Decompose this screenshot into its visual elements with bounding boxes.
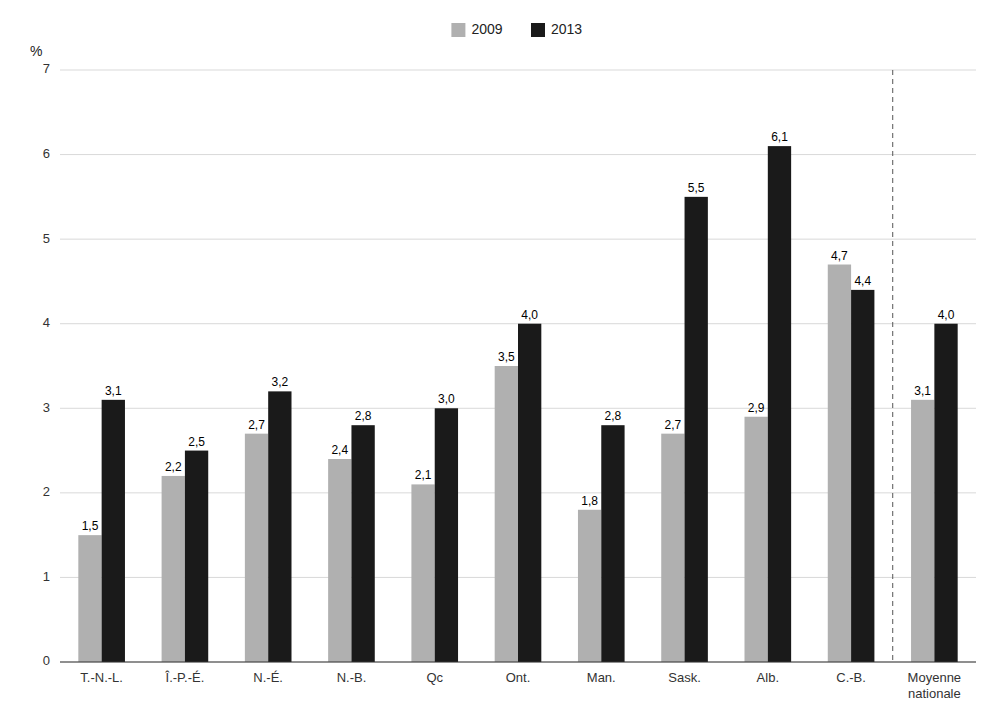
x-axis: T.-N.-L. Î.-P.-É. N.-É. N.-B. Qc Ont. Man. Sask… [80, 670, 961, 701]
data-label: 1,8 [581, 494, 598, 508]
x-tick-label: Alb. [757, 670, 779, 685]
x-tick-label: Sask. [668, 670, 701, 685]
legend-swatch [451, 23, 465, 37]
bars [78, 146, 957, 662]
chart-container: 0 1 2 3 4 5 6 7% 1,5 2,2 2,7 2,4 2,1 3,5 1,8 2,7 2,9 4,7 3… [0, 0, 1000, 726]
bar [518, 324, 541, 662]
x-tick-label: Moyennenationale [908, 670, 961, 701]
data-label: 2,9 [748, 401, 765, 415]
y-tick-label: 4 [43, 315, 50, 330]
data-labels: 1,5 2,2 2,7 2,4 2,1 3,5 1,8 2,7 2,9 4,7 3,1 3,1 2,5 3… [82, 130, 955, 533]
y-tick-label: 6 [43, 146, 50, 161]
x-tick-label: Ont. [506, 670, 531, 685]
data-label: 5,5 [688, 181, 705, 195]
bar [578, 510, 601, 662]
data-label: 2,2 [165, 460, 182, 474]
bar [828, 265, 851, 662]
data-label: 2,7 [248, 418, 265, 432]
y-tick-label: 3 [43, 400, 50, 415]
data-label: 4,0 [521, 308, 538, 322]
grid [60, 70, 976, 662]
bar [435, 408, 458, 662]
bar [185, 451, 208, 662]
grid-line [60, 154, 976, 155]
y-tick-label: 7 [43, 61, 50, 76]
x-axis-line [60, 662, 976, 663]
data-label: 1,5 [82, 519, 99, 533]
separator [892, 70, 893, 662]
bar [268, 391, 291, 662]
y-tick-label: 5 [43, 231, 50, 246]
bar [351, 425, 374, 662]
bar [411, 484, 434, 662]
y-tick-label: 2 [43, 484, 50, 499]
bar [685, 197, 708, 662]
data-label: 2,4 [331, 443, 348, 457]
data-label: 3,0 [438, 392, 455, 406]
x-tick-label: C.-B. [836, 670, 866, 685]
bar [661, 434, 684, 662]
data-label: 2,1 [415, 468, 432, 482]
grid-line [60, 70, 976, 71]
bar [601, 425, 624, 662]
data-label: 6,1 [771, 130, 788, 144]
legend-label: 2009 [471, 21, 502, 37]
chart: 0 1 2 3 4 5 6 7% 1,5 2,2 2,7 2,4 2,1 3,5 1,8 2,7 2,9 4,7 3… [0, 0, 1000, 726]
x-tick-label: Qc [426, 670, 443, 685]
legend-swatch [531, 23, 545, 37]
bar [495, 366, 518, 662]
data-label: 2,8 [605, 409, 622, 423]
bar [328, 459, 351, 662]
bar [934, 324, 957, 662]
bar [245, 434, 268, 662]
data-label: 3,1 [105, 384, 122, 398]
data-label: 3,5 [498, 350, 515, 364]
data-label: 4,0 [938, 308, 955, 322]
x-tick-label: N.-É. [253, 670, 283, 685]
x-tick-label: Î.-P.-É. [165, 670, 205, 685]
grid-line [60, 662, 976, 663]
bar [162, 476, 185, 662]
y-tick-label: 0 [43, 653, 50, 668]
bar [102, 400, 125, 662]
x-tick-label: N.-B. [337, 670, 367, 685]
x-tick-label: T.-N.-L. [80, 670, 123, 685]
bar [768, 146, 791, 662]
grid-line [60, 239, 976, 240]
bar [78, 535, 101, 662]
y-tick-label: 1 [43, 569, 50, 584]
bar [851, 290, 874, 662]
data-label: 3,1 [914, 384, 931, 398]
legend-label: 2013 [551, 21, 582, 37]
data-label: 2,7 [665, 418, 682, 432]
data-label: 4,7 [831, 249, 848, 263]
x-tick-label: Man. [587, 670, 616, 685]
data-label: 2,5 [188, 435, 205, 449]
data-label: 2,8 [355, 409, 372, 423]
data-label: 3,2 [271, 375, 288, 389]
y-axis: 0 1 2 3 4 5 6 7 [43, 61, 50, 668]
y-axis-label: % [30, 43, 42, 59]
data-label: 4,4 [854, 274, 871, 288]
legend: 2009 2013 [451, 21, 582, 37]
bar [911, 400, 934, 662]
bar [745, 417, 768, 662]
